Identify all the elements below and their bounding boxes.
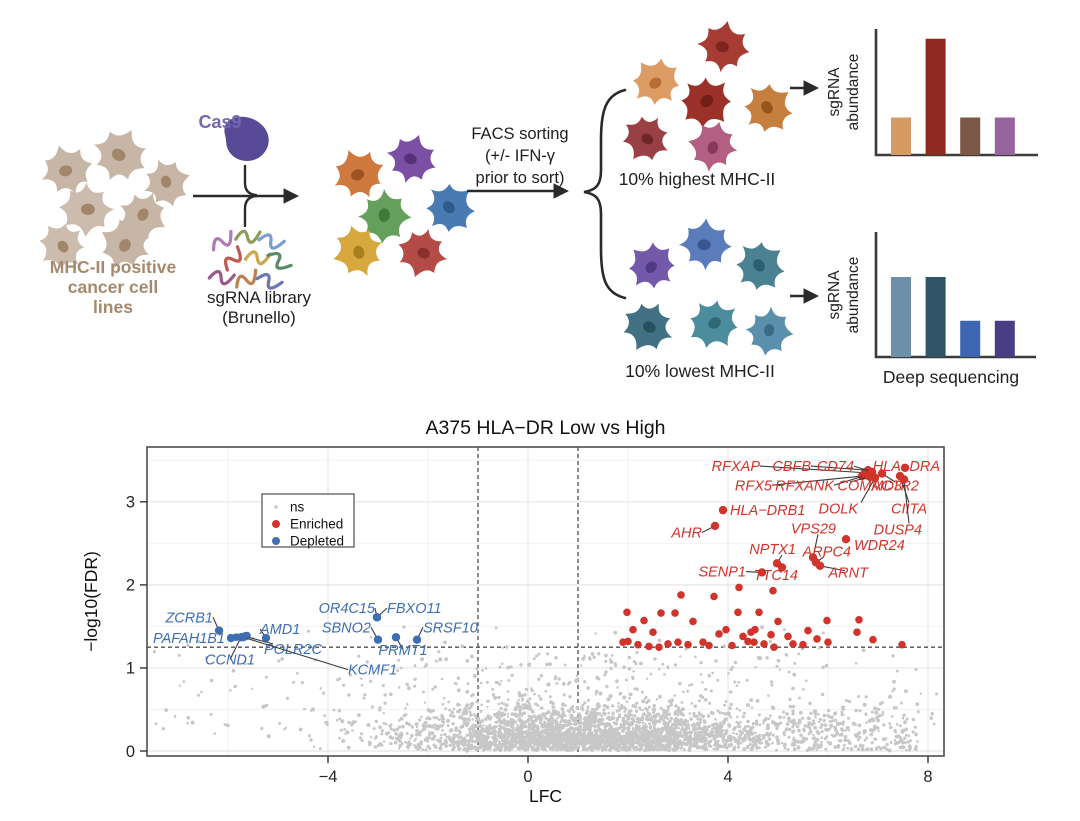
barchart-low-axis (874, 232, 1036, 359)
barchart-high-bars (891, 38, 1015, 155)
lowest-mhc2-cell-cluster (623, 218, 794, 356)
x-tick-label: 8 (923, 768, 932, 786)
gene-label-TTC14: TTC14 (754, 568, 798, 584)
y-tick-label: 2 (126, 577, 135, 595)
gene-label-ZCRB1: ZCRB1 (164, 610, 213, 626)
legend-swatch-ns (274, 505, 278, 509)
split-brace (583, 88, 627, 300)
legend-label-Depleted: Depleted (290, 534, 344, 549)
gene-label-PRMT1: PRMT1 (378, 643, 427, 659)
gene-label-SRSF10: SRSF10 (423, 620, 478, 636)
deep-sequencing-label: Deep sequencing (883, 367, 1019, 387)
gene-label-SBNO2: SBNO2 (322, 620, 371, 636)
x-tick-label: −4 (319, 768, 338, 786)
x-tick-label: 0 (523, 768, 532, 786)
gene-label-VPS29: VPS29 (791, 521, 836, 537)
gene-label-SENP1: SENP1 (698, 565, 746, 581)
legend-label-Enriched: Enriched (290, 517, 343, 532)
volcano-title: A375 HLA−DR Low vs High (425, 417, 665, 439)
gene-label-CIITA: CIITA (891, 502, 927, 518)
y-tick-label: 1 (126, 660, 135, 678)
ns-points (152, 625, 939, 753)
gene-label-AMD1: AMD1 (259, 622, 300, 638)
gene-label-RFXAP: RFXAP (712, 459, 761, 475)
facs-label-line3: prior to sort) (476, 169, 565, 187)
gene-label-FBXO11: FBXO11 (387, 601, 442, 617)
y-tick-label: 0 (126, 743, 135, 761)
gene-label-POLR2C: POLR2C (264, 642, 323, 658)
gene-label-OR4C15: OR4C15 (319, 601, 376, 617)
barchart-high-axis (874, 29, 1038, 157)
lowest-mhc2-label: 10% lowest MHC-II (625, 361, 775, 381)
x-tick-label: 4 (723, 768, 732, 786)
junction-bottom-line (243, 194, 258, 228)
cas9-label: Cas9 (198, 112, 241, 132)
mhc2-positive-cell-cluster (39, 130, 190, 269)
axes: −4 0 4 8 0 1 2 3 (126, 494, 933, 786)
sgrna-library-icon (207, 229, 293, 290)
x-axis-label: LFC (529, 786, 562, 806)
facs-label-line2: (+/- IFN-γ (485, 147, 556, 165)
pooled-library-cell-cluster (333, 134, 475, 278)
abundance-label-high-line2: abundance (845, 54, 862, 131)
gene-label-CCND1: CCND1 (205, 653, 255, 669)
cell-line-label-line2: cancer cell (68, 277, 158, 297)
volcano-plot: RFXAPCBFBCD74HLA−DRARFX5RFXANKCOMMD3ACTR… (81, 417, 945, 806)
sgrna-library-label-line2: (Brunello) (222, 308, 296, 327)
highest-mhc2-label: 10% highest MHC-II (619, 169, 776, 189)
threshold-lines (147, 447, 944, 756)
gene-label-HLA−DRB1: HLA−DRB1 (730, 503, 805, 519)
legend-swatch-Depleted (272, 537, 280, 545)
cell-line-label-line1: MHC-II positive (50, 257, 177, 277)
facs-label-line1: FACS sorting (471, 125, 568, 143)
gene-label-DOLK: DOLK (819, 502, 860, 518)
legend: ns Enriched Depleted (261, 493, 355, 549)
gene-label-CBFB: CBFB (772, 459, 811, 475)
gene-label-AHR: AHR (670, 526, 702, 542)
gene-label-NPTX1: NPTX1 (749, 542, 796, 558)
abundance-label-low-line2: abundance (845, 257, 862, 334)
gene-label-WDR24: WDR24 (854, 538, 905, 554)
gene-label-RFXANK: RFXANK (775, 478, 835, 494)
gene-label-CD74: CD74 (817, 459, 854, 475)
gene-label-ARNT: ARNT (828, 566, 870, 582)
workflow-diagram: Cas9 MHC-II positive cancer cell lines s… (39, 21, 1038, 387)
gene-label-KCMF1: KCMF1 (348, 663, 397, 679)
gene-label-HLA−DRA: HLA−DRA (873, 459, 940, 475)
abundance-label-low-line1: sgRNA (826, 270, 843, 320)
cell-line-label-line3: lines (93, 297, 133, 317)
gene-label-ARPC4: ARPC4 (802, 545, 851, 561)
junction-top-line (243, 164, 258, 197)
y-axis-label: −log10(FDR) (81, 551, 101, 652)
gene-label-DUSP4: DUSP4 (874, 522, 922, 538)
highest-mhc2-cell-cluster (622, 21, 793, 172)
legend-swatch-Enriched (272, 520, 280, 528)
y-tick-label: 3 (126, 494, 135, 512)
volcano-panel-border (146, 446, 945, 757)
enriched-points-layer: RFXAPCBFBCD74HLA−DRARFX5RFXANKCOMMD3ACTR… (619, 459, 940, 651)
legend-label-ns: ns (290, 500, 305, 515)
cas9-blob-icon (224, 116, 269, 161)
gene-label-PAFAH1B1: PAFAH1B1 (153, 631, 225, 647)
sgrna-library-label-line1: sgRNA library (207, 288, 311, 307)
barchart-low-bars (891, 277, 1015, 357)
abundance-label-high-line1: sgRNA (826, 67, 843, 117)
cell-clusters-layer (39, 21, 794, 356)
gene-label-RFX5: RFX5 (735, 478, 773, 494)
